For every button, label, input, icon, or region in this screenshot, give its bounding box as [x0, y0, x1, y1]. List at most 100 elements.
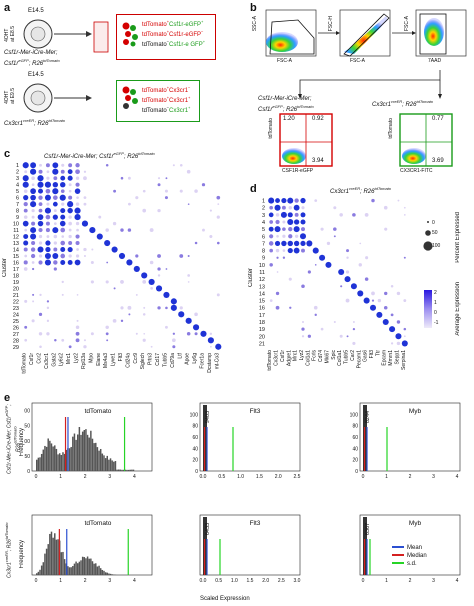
dot — [288, 226, 293, 232]
dot — [157, 183, 161, 187]
dot — [38, 312, 43, 316]
dot — [364, 212, 369, 217]
gene-label: Fcer1a — [199, 353, 205, 369]
dot — [46, 235, 50, 238]
gene-label: Spic — [331, 350, 337, 360]
dot — [186, 169, 191, 174]
dot — [120, 306, 124, 310]
gene-label: Siglech — [140, 353, 146, 370]
histogram-bar — [36, 459, 38, 471]
scheme2-injection-label: 4OHT at E9.5 — [4, 88, 16, 104]
dot — [301, 206, 305, 210]
dot — [157, 208, 161, 213]
dot — [106, 339, 109, 342]
histogram-bar — [45, 548, 48, 575]
dot — [120, 176, 124, 180]
dot — [75, 169, 80, 175]
x-tick: 4 — [133, 474, 136, 480]
histogram-bar — [37, 571, 40, 575]
dot — [127, 305, 132, 310]
dot — [104, 239, 111, 247]
dot — [275, 248, 280, 253]
avg-tick-1: 1 — [434, 300, 437, 306]
cluster-label: 7 — [262, 241, 265, 247]
y-tick: 100 — [190, 412, 199, 418]
dot — [32, 300, 35, 303]
cluster-label: 29 — [13, 345, 19, 351]
percent-legend-dots — [423, 221, 433, 251]
scheme1-embryo-diagram — [23, 19, 109, 53]
dot — [142, 313, 146, 316]
dot — [59, 194, 66, 201]
gene-label: Gas6 — [363, 350, 369, 362]
panel-b-left-title-2: Csf1reGFP; R26tdTomato — [258, 104, 314, 113]
dot — [275, 219, 280, 225]
dot — [89, 226, 96, 234]
dot — [371, 299, 375, 302]
dot — [287, 240, 293, 247]
gene-label: Col1a1 — [337, 350, 343, 366]
dot — [325, 261, 332, 268]
dot — [22, 162, 29, 169]
dot — [120, 228, 124, 232]
dot — [74, 259, 81, 266]
gene-label: Tubb5 — [162, 353, 168, 367]
dot — [269, 220, 274, 224]
histogram-bar — [42, 449, 45, 471]
histogram-bar — [85, 558, 87, 575]
gene-label: Adgre1 — [286, 350, 292, 366]
dot — [52, 227, 59, 234]
dot — [61, 235, 65, 238]
x-tick: 0 — [362, 578, 365, 584]
dot — [301, 335, 305, 338]
histogram-bar — [118, 469, 120, 471]
dot — [68, 189, 72, 193]
dot — [53, 209, 57, 213]
dot — [141, 272, 148, 279]
dot — [46, 332, 50, 336]
histogram-flt3-row2: Flt3 6433 0.0 0.5 1.0 1.5 2.0 2.5 3.0 — [200, 514, 301, 584]
dot — [288, 205, 293, 210]
dot — [60, 175, 66, 181]
dot — [31, 209, 35, 213]
dot — [288, 277, 292, 281]
histogram-bar — [80, 434, 82, 471]
gene-label: Ly6g — [192, 353, 198, 364]
dot — [24, 325, 28, 329]
dot — [314, 199, 318, 202]
histogram-bar — [86, 556, 89, 575]
dot — [157, 254, 161, 258]
dot — [209, 235, 213, 239]
histogram-bar — [93, 443, 95, 471]
dot — [46, 176, 50, 180]
histogram-bar — [50, 531, 53, 575]
dot — [30, 247, 36, 252]
histogram-bar — [73, 563, 76, 575]
dot — [98, 215, 102, 219]
dot — [38, 227, 43, 233]
dot — [340, 285, 343, 288]
dot — [68, 345, 72, 349]
avg-expression-colorbar — [424, 290, 432, 328]
dot — [209, 209, 212, 212]
dot — [112, 318, 117, 323]
dot — [60, 169, 65, 174]
dot — [76, 228, 79, 232]
dot — [294, 198, 299, 203]
histogram-bar — [57, 539, 59, 575]
dot — [352, 327, 356, 331]
dot — [333, 206, 337, 210]
cluster-label: 8 — [262, 249, 265, 255]
histogram-bar — [113, 574, 115, 575]
cluster-label: 21 — [259, 341, 265, 347]
scheme1-genotype-line1: Csf1r-Mer-iCre-Mer; — [4, 50, 58, 56]
gene-label: Mki67 — [324, 350, 330, 364]
cluster-label: 1 — [262, 199, 265, 205]
dot — [293, 240, 300, 247]
dot — [75, 241, 80, 246]
dot — [312, 247, 319, 254]
dot — [44, 253, 51, 259]
cluster-label: 9 — [16, 215, 19, 221]
cluster-label: 13 — [13, 241, 19, 247]
histogram-frame — [359, 402, 461, 472]
